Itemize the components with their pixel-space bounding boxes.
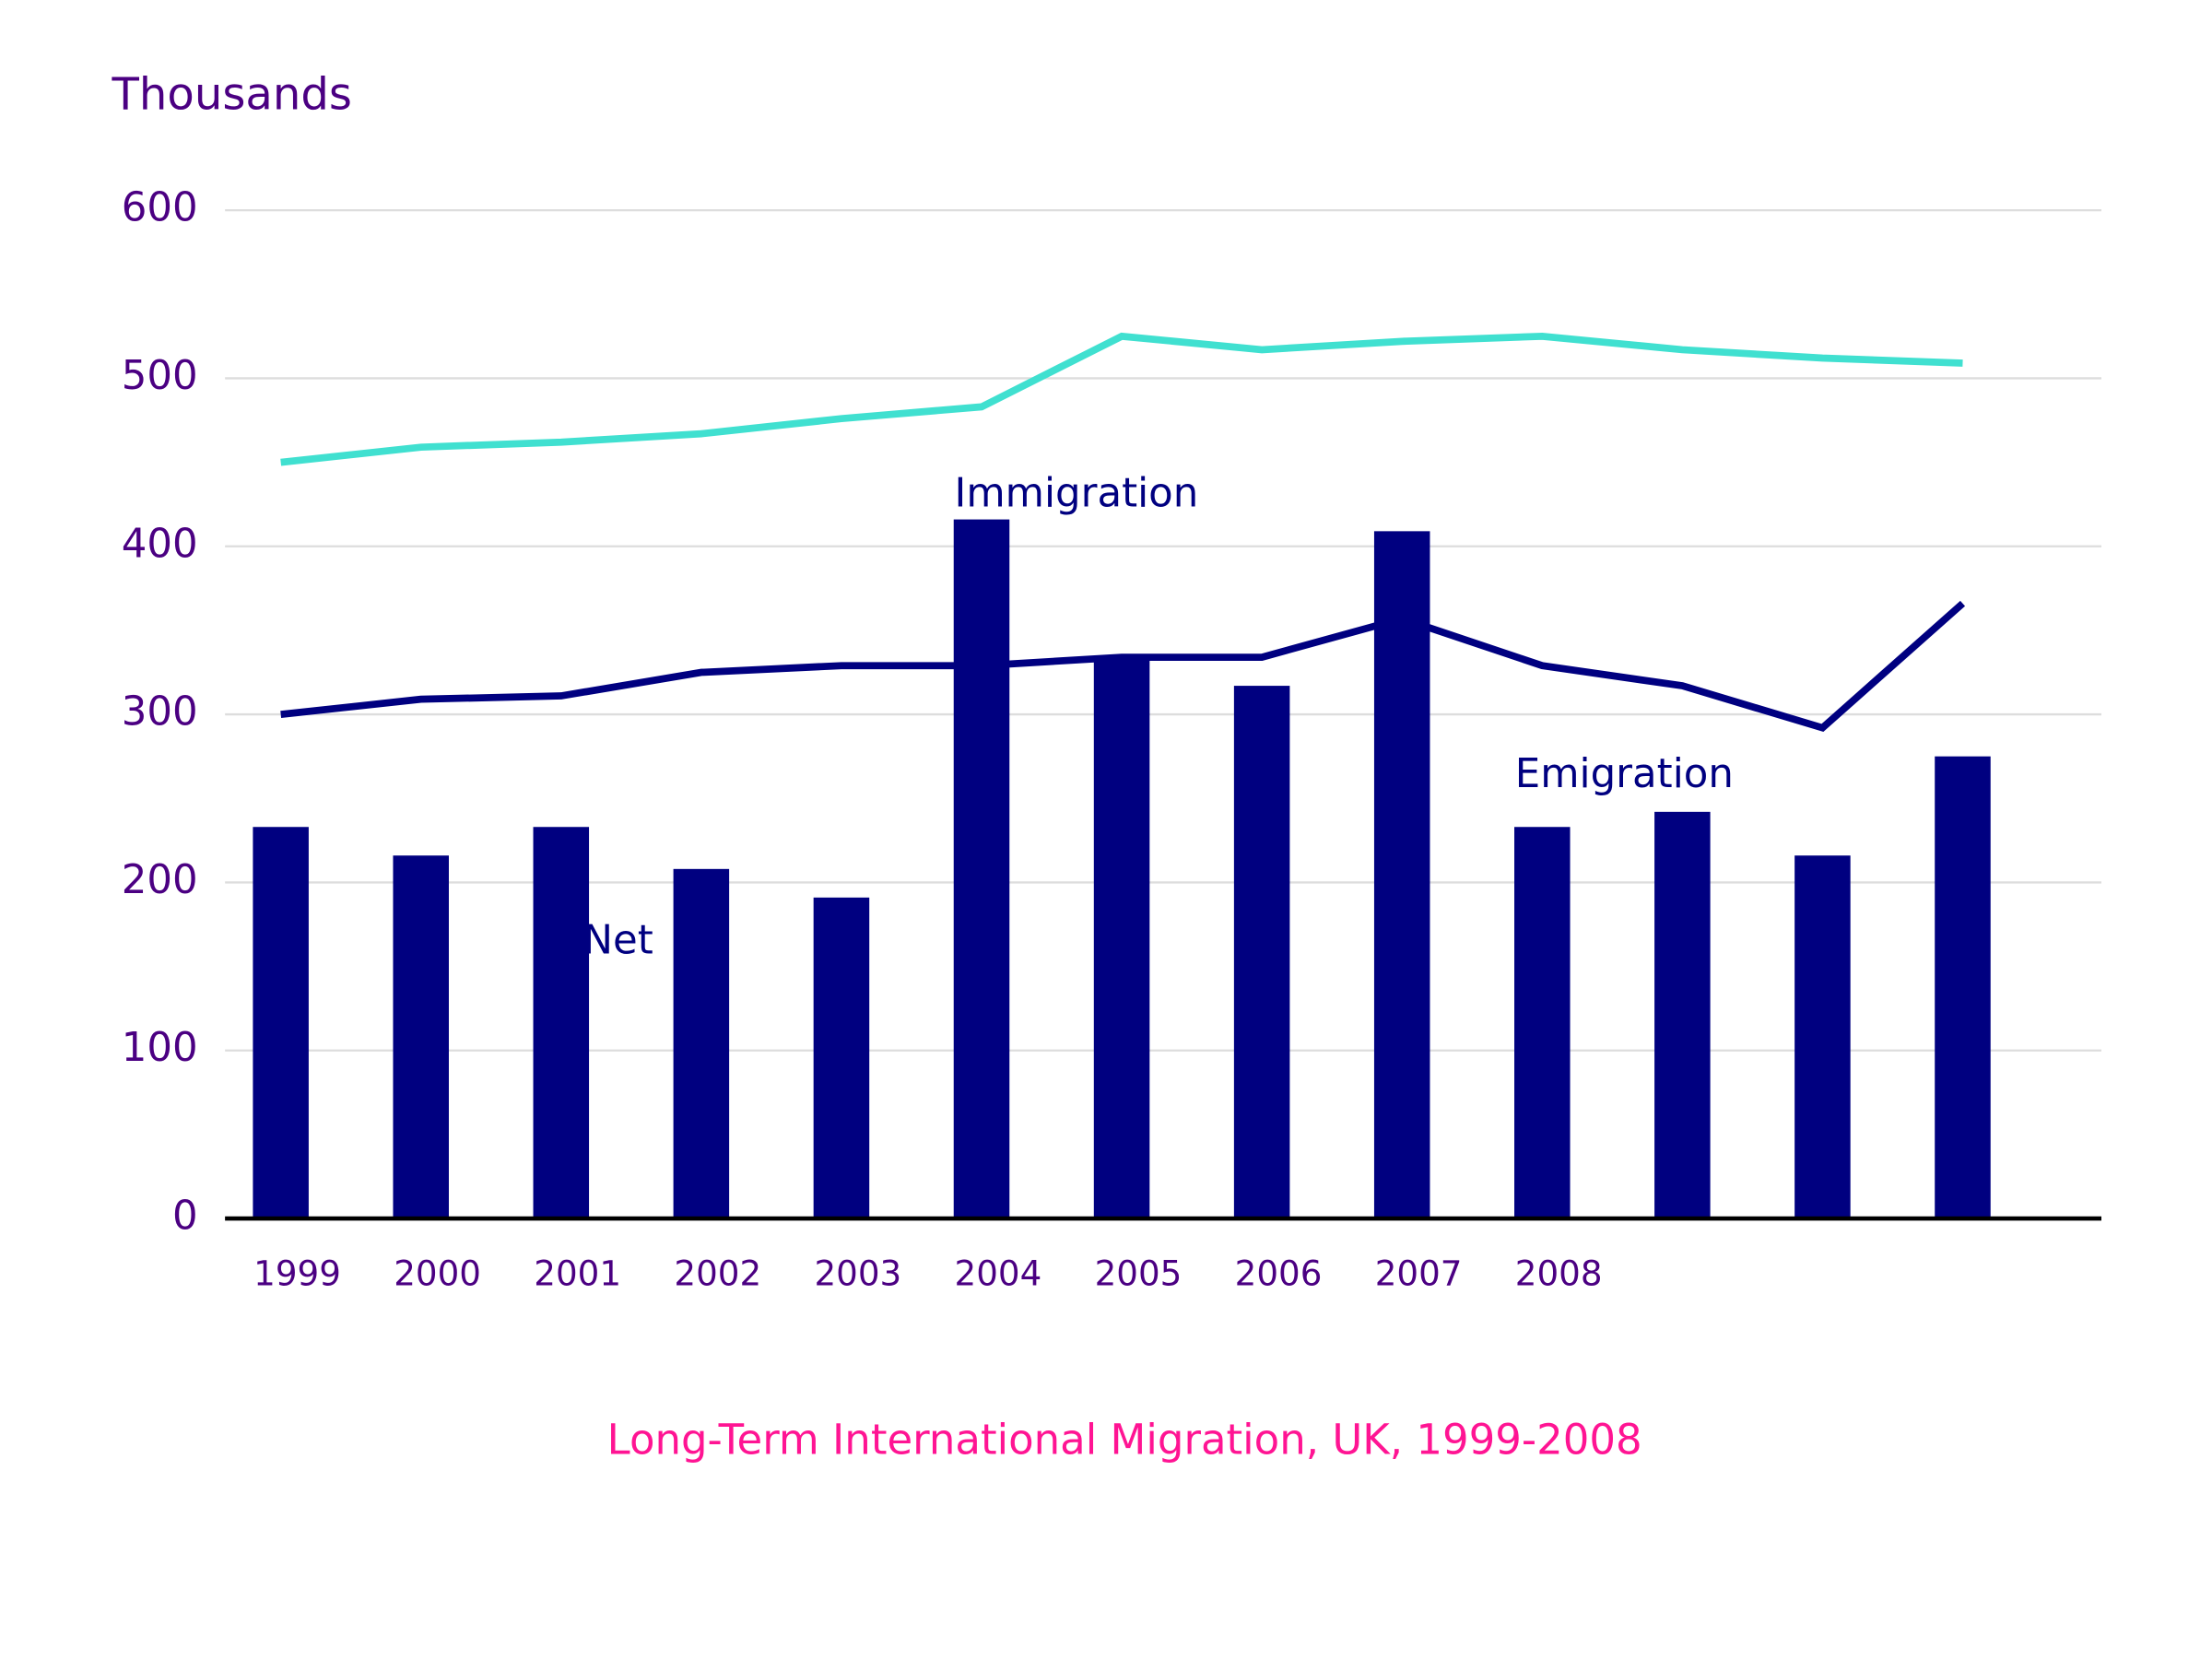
y-tick-label: 0 xyxy=(172,1194,198,1240)
annotation: Immigration xyxy=(955,471,1199,517)
bar xyxy=(1794,855,1851,1219)
y-tick-label: 300 xyxy=(122,689,198,735)
bar xyxy=(673,868,730,1219)
chart-title: Long-Term International Migration, UK, 1… xyxy=(607,1416,1642,1465)
x-tick-label: 2000 xyxy=(394,1253,481,1294)
bar xyxy=(393,855,449,1219)
bar xyxy=(253,827,309,1219)
bar xyxy=(1654,811,1711,1219)
x-tick-label: 2007 xyxy=(1375,1253,1463,1294)
bar xyxy=(1093,657,1150,1219)
line xyxy=(280,600,1966,733)
line xyxy=(280,332,1963,466)
x-tick-label: 1999 xyxy=(253,1253,341,1294)
bar xyxy=(1233,686,1290,1219)
bar xyxy=(1514,827,1571,1219)
y-tick-label: 200 xyxy=(122,857,198,903)
bar xyxy=(533,827,590,1219)
annotation: Emigration xyxy=(1515,751,1734,797)
y-tick-label: 500 xyxy=(122,353,198,399)
bar xyxy=(1373,531,1430,1219)
x-tick-label: 2003 xyxy=(814,1253,901,1294)
x-tick-label: 2008 xyxy=(1515,1253,1603,1294)
bar xyxy=(813,897,870,1219)
y-tick-label: 400 xyxy=(122,521,198,567)
x-tick-label: 2001 xyxy=(534,1253,621,1294)
annotation: Net xyxy=(583,918,653,964)
x-tick-label: 2004 xyxy=(955,1253,1042,1294)
x-tick-label: 2005 xyxy=(1095,1253,1182,1294)
bar xyxy=(1935,756,1991,1219)
x-tick-label: 2006 xyxy=(1235,1253,1323,1294)
x-tick-label: 2002 xyxy=(674,1253,761,1294)
y-tick-label: 600 xyxy=(122,185,198,231)
bar xyxy=(953,519,1010,1219)
y-axis-label: Thousands xyxy=(112,69,352,121)
y-tick-label: 100 xyxy=(122,1025,198,1071)
